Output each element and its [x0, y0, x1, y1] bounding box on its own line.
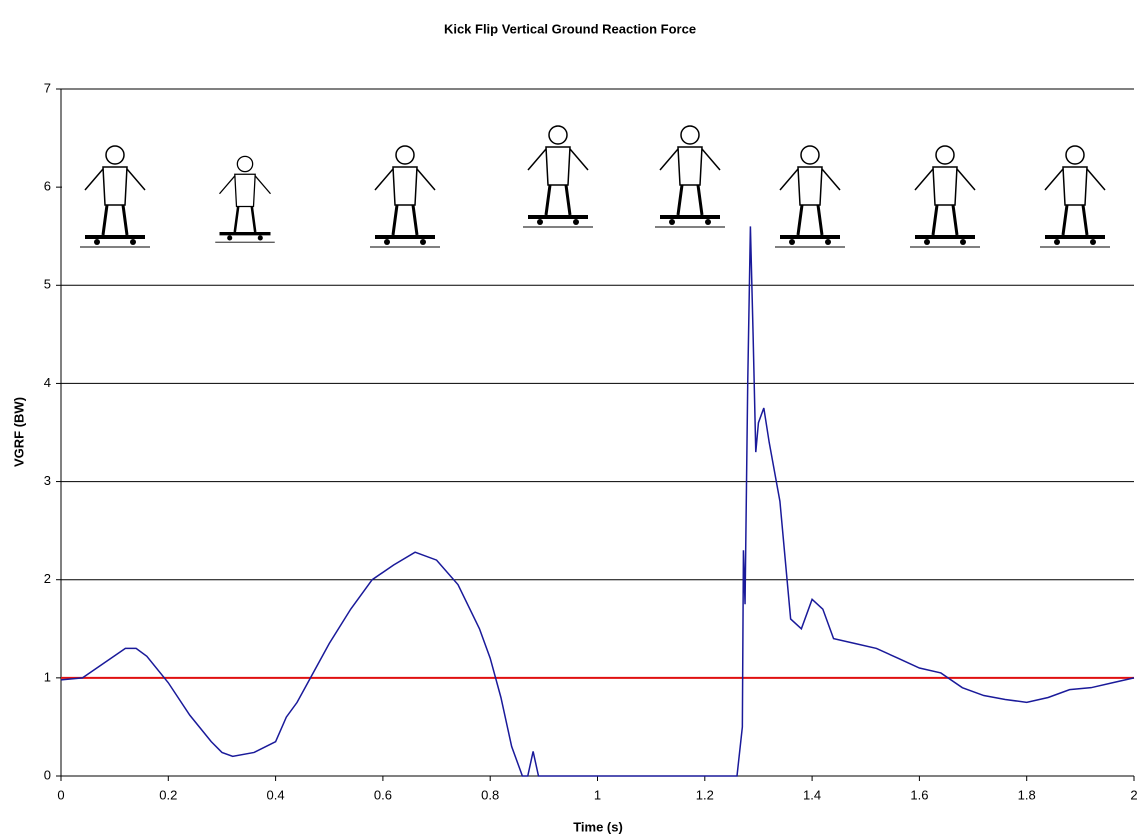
y-tick-label: 2 [44, 571, 51, 586]
x-tick-label: 0.8 [481, 787, 499, 802]
chart-title: Kick Flip Vertical Ground Reaction Force [444, 21, 696, 36]
y-tick-label: 3 [44, 473, 51, 488]
x-axis-label: Time (s) [573, 819, 623, 834]
y-tick-label: 1 [44, 669, 51, 684]
y-tick-label: 6 [44, 179, 51, 194]
y-tick-label: 0 [44, 767, 51, 782]
x-tick-label: 1.4 [803, 787, 821, 802]
x-tick-label: 0.2 [159, 787, 177, 802]
y-tick-label: 5 [44, 277, 51, 292]
data-line [60, 226, 1135, 777]
x-tick-label: 1.6 [910, 787, 928, 802]
x-tick-label: 1.2 [696, 787, 714, 802]
y-axis-label: VGRF (BW) [11, 397, 26, 467]
x-tick-label: 0 [57, 787, 64, 802]
y-tick-label: 7 [44, 80, 51, 95]
y-tick-label: 4 [44, 375, 51, 390]
x-tick-label: 0.6 [374, 787, 392, 802]
x-tick-label: 2 [1130, 787, 1137, 802]
plot: 0 1 2 3 4 5 6 7 0 0.2 0.4 0.6 0.8 1 1.2 1.4 1.6 1.8 2 [44, 80, 1138, 802]
x-tick-label: 0.4 [267, 787, 285, 802]
x-tick-label: 1 [594, 787, 601, 802]
x-tick-label: 1.8 [1018, 787, 1036, 802]
